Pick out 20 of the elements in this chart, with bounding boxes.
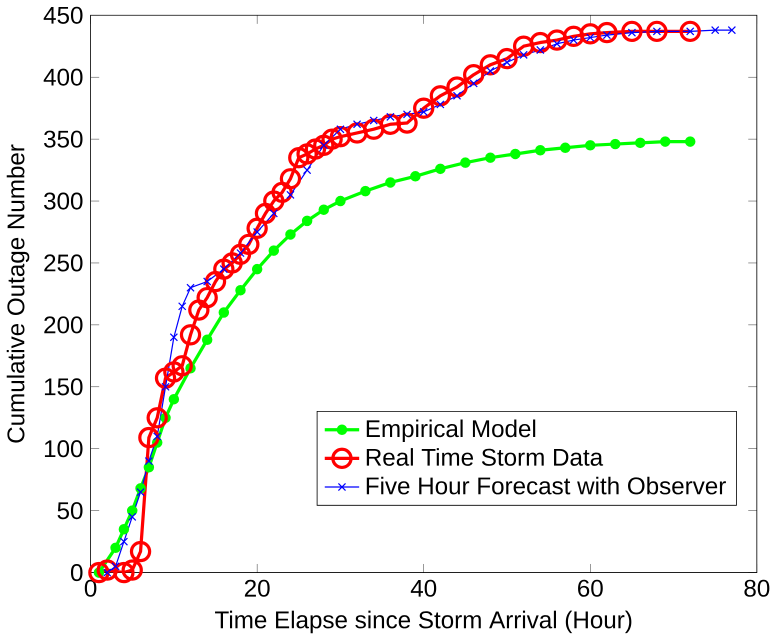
x-tick-label: 80 <box>744 580 770 597</box>
y-tick-label: 350 <box>44 130 83 148</box>
y-tick-label: 400 <box>44 68 83 86</box>
y-tick-label: 250 <box>44 254 83 272</box>
x-tick-label: 60 <box>578 580 603 597</box>
legend-label: Real Time Storm Data <box>366 448 604 466</box>
legend-label: Empirical Model <box>366 420 536 442</box>
y-tick-label: 200 <box>44 316 83 334</box>
y-tick-label: 100 <box>44 440 83 458</box>
y-tick-label: 150 <box>44 378 83 396</box>
x-tick-label: 40 <box>410 580 436 597</box>
x-tick-label: 0 <box>84 580 96 597</box>
y-tick-label: 450 <box>44 6 83 24</box>
y-tick-label: 50 <box>58 502 83 520</box>
x-axis-title: Time Elapse since Storm Arrival (Hour) <box>215 610 632 634</box>
y-tick-label: 300 <box>44 192 83 210</box>
x-tick-label: 20 <box>244 580 270 597</box>
legend-label: Five Hour Forecast with Observer <box>366 476 726 494</box>
y-tick-label: 0 <box>70 564 83 582</box>
y-axis-title: Cumulative Outage Number <box>6 144 30 443</box>
